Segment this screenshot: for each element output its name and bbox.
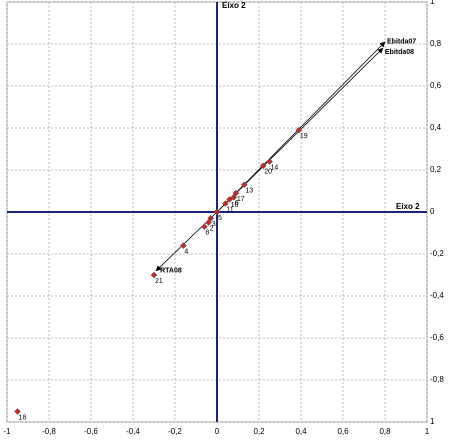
- point: [201, 223, 208, 231]
- x-tick-label: 0,2: [253, 427, 265, 436]
- arrow-label: Ebitda08: [385, 49, 414, 56]
- y-tick-label: 1: [430, 0, 435, 6]
- x-tick-label: -1: [3, 427, 11, 436]
- y-tick-label: 0,4: [430, 123, 442, 132]
- axes: -1 -0,8 -0,6 -0,4 -0,2 0 0,2 0,4 0,6 0,8 110,80,60…: [3, 0, 444, 436]
- point-label: 5: [218, 215, 222, 222]
- point-label: 18: [19, 414, 27, 421]
- x-tick-label: 0: [215, 427, 220, 436]
- point-label: 13: [245, 188, 253, 195]
- point: [266, 158, 273, 165]
- y-axis-label: Eixo 2: [222, 1, 246, 10]
- point-label: 3: [212, 221, 216, 228]
- x-tick-label: 0,6: [337, 427, 349, 436]
- point-label: 4: [184, 248, 188, 255]
- point-label: 21: [155, 278, 163, 285]
- point-label: 2: [210, 225, 214, 232]
- x-tick-label: -0,2: [168, 427, 182, 436]
- x-tick-label: -0,4: [126, 427, 140, 436]
- point: [14, 408, 21, 415]
- x-tick-label: -0,8: [42, 427, 56, 436]
- point: [222, 200, 229, 207]
- x-tick-label: 1: [425, 427, 430, 436]
- point-label: 17: [237, 196, 245, 203]
- y-tick-label: -0,2: [430, 249, 444, 258]
- point-label: 10: [231, 202, 239, 209]
- point: [232, 189, 240, 197]
- arrow-label: RTA08: [160, 268, 182, 275]
- point-label: 14: [271, 164, 279, 171]
- point-label: 6: [235, 200, 239, 207]
- y-tick-label: 1: [430, 417, 435, 426]
- point-label: 20: [264, 169, 272, 176]
- y-tick-label: 0,2: [430, 165, 442, 174]
- point: [240, 181, 248, 189]
- x-tick-label: 0,4: [295, 427, 307, 436]
- point: [259, 162, 267, 170]
- point-label: 19: [300, 133, 308, 140]
- arrow-label: Ebitda07: [387, 39, 416, 46]
- x-axis-label: Eixo 2: [396, 202, 420, 211]
- point-label: 11: [226, 206, 233, 213]
- point-label: 8: [205, 230, 209, 237]
- y-tick-label: -0,6: [430, 333, 444, 342]
- y-tick-label: 0: [430, 207, 435, 216]
- x-tick-label: -0,6: [84, 427, 98, 436]
- y-tick-label: -0,4: [430, 291, 444, 300]
- y-tick-label: 0,8: [430, 39, 442, 48]
- point: [213, 208, 221, 216]
- point: [150, 271, 158, 279]
- y-tick-label: -0,8: [430, 375, 444, 384]
- x-tick-label: 0,8: [379, 427, 391, 436]
- point: [180, 242, 187, 249]
- point: [295, 126, 303, 134]
- y-tick-label: 0,6: [430, 81, 442, 90]
- point: [207, 214, 215, 222]
